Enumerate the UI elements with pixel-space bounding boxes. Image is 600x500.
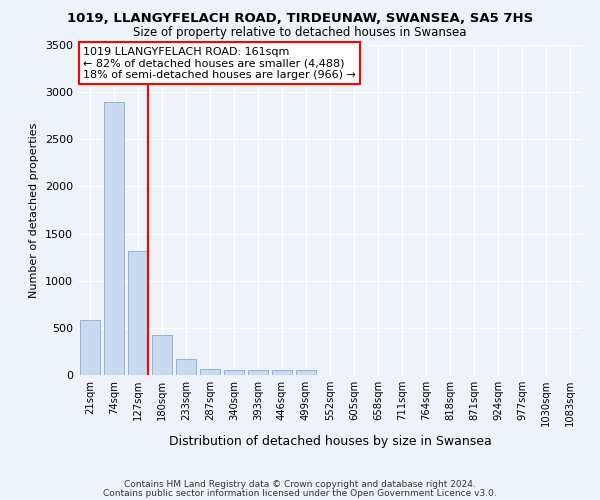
Bar <box>128 252 148 375</box>
X-axis label: Distribution of detached houses by size in Swansea: Distribution of detached houses by size … <box>169 434 491 448</box>
Bar <box>104 102 124 375</box>
Bar <box>296 370 316 375</box>
Bar <box>200 369 220 375</box>
Bar <box>248 370 268 375</box>
Bar <box>224 370 244 375</box>
Text: Contains public sector information licensed under the Open Government Licence v3: Contains public sector information licen… <box>103 488 497 498</box>
Text: Size of property relative to detached houses in Swansea: Size of property relative to detached ho… <box>133 26 467 39</box>
Bar <box>176 359 196 375</box>
Text: Contains HM Land Registry data © Crown copyright and database right 2024.: Contains HM Land Registry data © Crown c… <box>124 480 476 489</box>
Text: 1019 LLANGYFELACH ROAD: 161sqm
← 82% of detached houses are smaller (4,488)
18% : 1019 LLANGYFELACH ROAD: 161sqm ← 82% of … <box>83 46 356 80</box>
Bar <box>80 320 100 375</box>
Bar <box>272 370 292 375</box>
Text: 1019, LLANGYFELACH ROAD, TIRDEUNAW, SWANSEA, SA5 7HS: 1019, LLANGYFELACH ROAD, TIRDEUNAW, SWAN… <box>67 12 533 26</box>
Y-axis label: Number of detached properties: Number of detached properties <box>29 122 40 298</box>
Bar <box>152 336 172 375</box>
